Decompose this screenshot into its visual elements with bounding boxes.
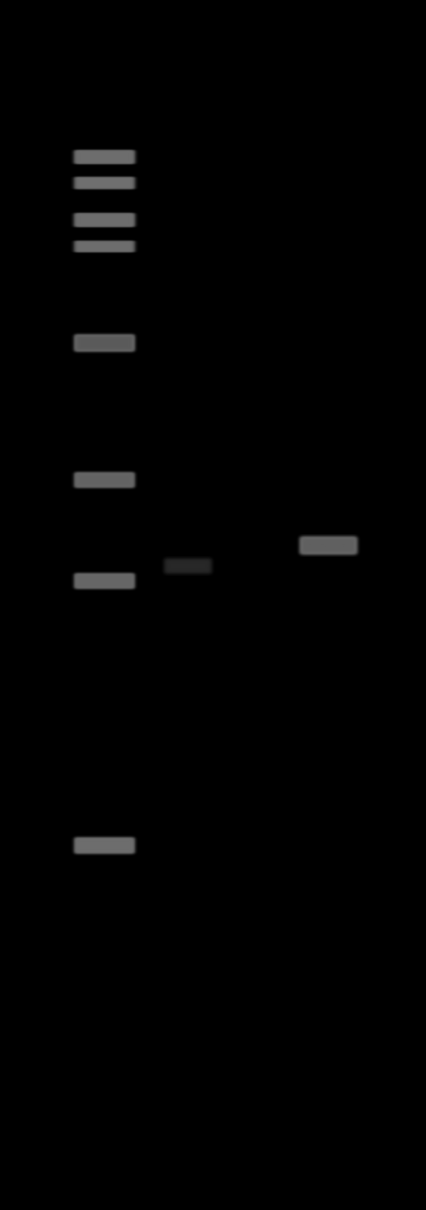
Text: 40: 40 xyxy=(29,575,45,588)
Text: 12: 12 xyxy=(29,840,45,852)
Text: 66: 66 xyxy=(29,474,45,486)
Text: - CDK9: - CDK9 xyxy=(368,540,419,553)
Text: 230: 230 xyxy=(21,161,45,174)
Text: 116: 116 xyxy=(21,338,45,350)
Text: 180: 180 xyxy=(21,223,45,236)
